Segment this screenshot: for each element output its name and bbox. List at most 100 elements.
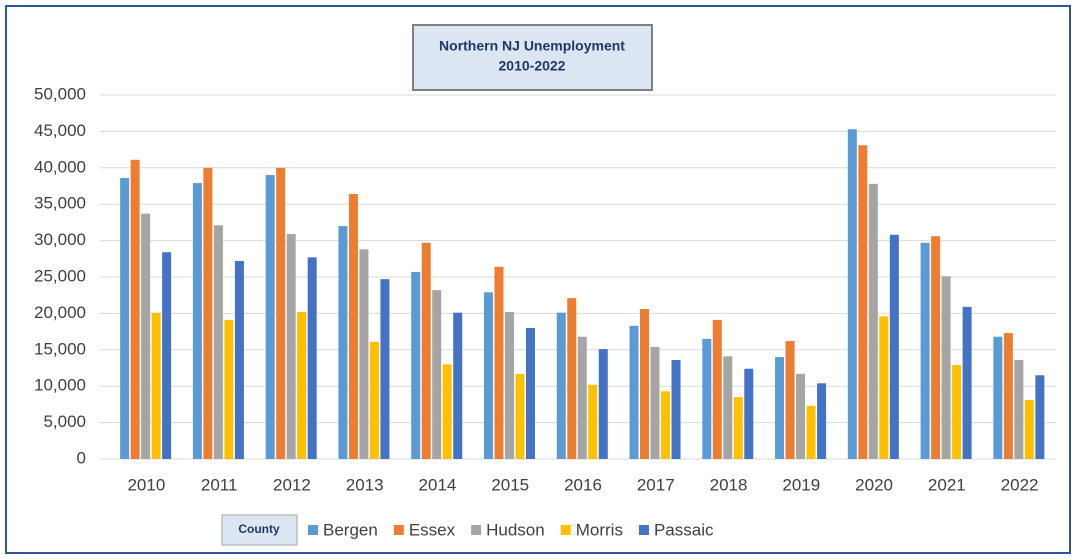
title-box	[412, 24, 653, 91]
bar	[213, 225, 223, 459]
bar	[483, 292, 493, 459]
bar	[723, 356, 733, 459]
legend-title: County	[238, 522, 280, 536]
bar	[577, 336, 587, 459]
bar	[879, 316, 889, 459]
bar	[442, 364, 452, 459]
bar	[1024, 400, 1034, 459]
x-tick-label: 2011	[201, 475, 238, 494]
x-tick-label: 2010	[127, 475, 165, 494]
x-tick-label: 2015	[491, 475, 529, 494]
bar	[858, 145, 868, 459]
bar	[297, 311, 307, 459]
x-tick-label: 2014	[419, 475, 457, 494]
bar	[785, 341, 795, 459]
bar	[432, 290, 442, 459]
bar	[348, 194, 358, 459]
x-tick-label: 2013	[346, 475, 384, 494]
bar	[421, 242, 431, 459]
bar	[640, 309, 650, 459]
y-tick-label: 15,000	[34, 339, 86, 358]
y-tick-label: 30,000	[34, 230, 86, 249]
bar	[515, 373, 525, 459]
bar	[411, 271, 421, 459]
bar	[847, 129, 857, 459]
x-tick-label: 2017	[637, 475, 675, 494]
legend-label: Essex	[409, 520, 456, 539]
bar	[661, 391, 671, 459]
bar	[733, 397, 743, 459]
bar	[338, 226, 348, 459]
bar	[629, 325, 639, 459]
y-tick-label: 5,000	[43, 412, 86, 431]
bar	[203, 167, 213, 460]
bar	[265, 175, 275, 459]
bar	[1014, 359, 1024, 459]
bar	[650, 346, 660, 459]
bar	[141, 213, 151, 459]
bar	[494, 266, 504, 459]
bar	[504, 311, 514, 459]
bar	[307, 257, 317, 459]
legend-label: Hudson	[486, 520, 545, 539]
bar	[962, 306, 972, 459]
bar	[192, 183, 202, 459]
y-tick-label: 0	[77, 448, 86, 467]
bar	[588, 384, 598, 459]
x-tick-label: 2016	[564, 475, 602, 494]
bar	[920, 242, 930, 459]
y-tick-label: 35,000	[34, 194, 86, 213]
y-tick-label: 50,000	[34, 84, 86, 103]
bar	[744, 368, 754, 459]
bar	[941, 276, 951, 459]
bar	[234, 260, 244, 459]
x-tick-label: 2020	[855, 475, 893, 494]
bar	[525, 327, 535, 459]
legend-swatch	[638, 525, 649, 535]
bar	[806, 405, 816, 459]
bar	[671, 359, 681, 459]
x-tick-label: 2012	[273, 475, 311, 494]
bar	[598, 349, 608, 459]
legend-label: Passaic	[654, 520, 714, 539]
legend-swatch	[560, 525, 571, 535]
bar	[567, 298, 577, 459]
bar	[162, 252, 172, 459]
legend-label: Bergen	[323, 520, 378, 539]
y-tick-label: 40,000	[34, 157, 86, 176]
bar	[453, 312, 463, 459]
x-tick-label: 2019	[782, 475, 820, 494]
bar	[120, 177, 130, 459]
bar	[952, 365, 962, 459]
y-tick-label: 20,000	[34, 303, 86, 322]
legend-title-box	[221, 514, 298, 546]
bar	[868, 183, 878, 460]
legend-label: Morris	[576, 520, 623, 539]
chart-subtitle: 2010-2022	[499, 58, 566, 74]
bar	[380, 279, 390, 459]
bar	[702, 338, 712, 459]
bar	[286, 234, 296, 459]
bar	[712, 319, 722, 459]
bar	[796, 373, 806, 459]
bar	[130, 159, 140, 460]
bar	[775, 357, 785, 459]
legend-swatch	[308, 525, 318, 535]
bar	[276, 167, 286, 460]
bar	[817, 383, 827, 459]
y-tick-label: 10,000	[34, 376, 86, 395]
x-tick-label: 2022	[1001, 475, 1039, 494]
x-tick-label: 2018	[710, 475, 748, 494]
bar	[224, 319, 234, 459]
x-tick-label: 2021	[928, 475, 966, 494]
bar	[369, 341, 379, 459]
y-tick-label: 25,000	[34, 266, 86, 285]
bar	[889, 234, 899, 459]
bar	[1003, 333, 1013, 459]
chart-title: Northern NJ Unemployment	[439, 38, 625, 54]
bar	[556, 312, 566, 459]
legend-swatch	[471, 525, 482, 535]
bar	[359, 249, 369, 459]
bar	[151, 312, 161, 459]
